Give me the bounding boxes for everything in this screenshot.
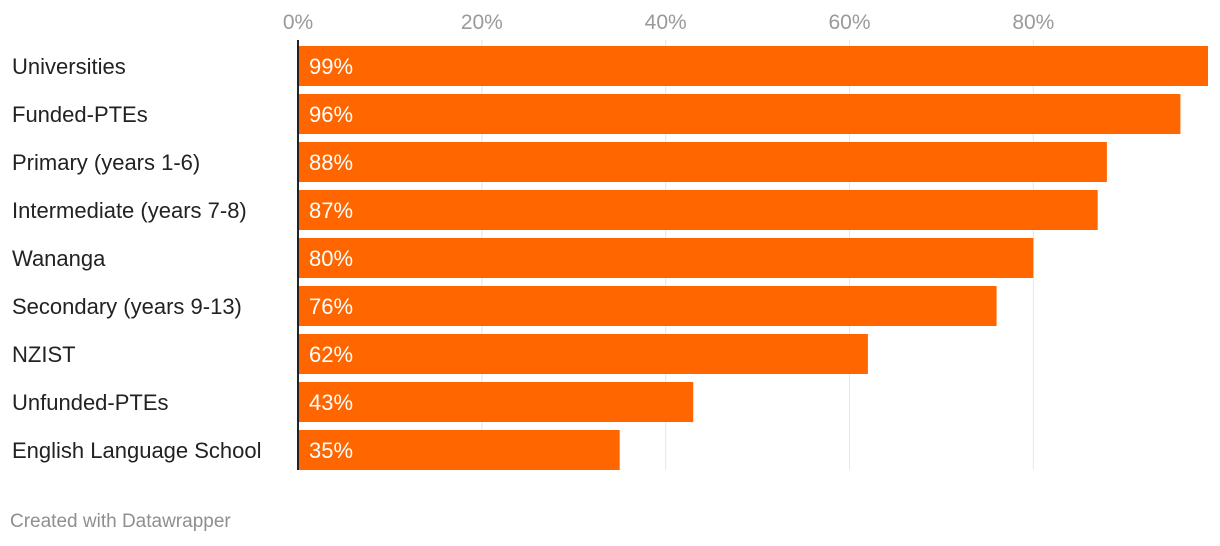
x-tick-label: 0% [283, 11, 313, 34]
x-tick-label: 40% [645, 11, 687, 34]
bar [298, 142, 1107, 182]
category-label: NZIST [12, 342, 76, 367]
bar [298, 430, 620, 470]
category-label: Primary (years 1-6) [12, 150, 200, 175]
bar-value-label: 88% [309, 150, 353, 175]
bar-value-label: 35% [309, 438, 353, 463]
bar [298, 94, 1181, 134]
x-tick-label: 60% [828, 11, 870, 34]
category-label: Intermediate (years 7-8) [12, 198, 247, 223]
bar [298, 46, 1208, 86]
category-label: Wananga [12, 246, 106, 271]
bar-value-label: 99% [309, 54, 353, 79]
category-label: Universities [12, 54, 126, 79]
bar-value-label: 80% [309, 246, 353, 271]
x-tick-label: 80% [1012, 11, 1054, 34]
bar [298, 238, 1034, 278]
category-label: English Language School [12, 438, 262, 463]
bar-chart: 0% 20% 40% 60% 80% Universities 99% Funded-PTEs… [12, 11, 1208, 470]
bar-value-label: 87% [309, 198, 353, 223]
bar [298, 190, 1098, 230]
bar-value-label: 43% [309, 390, 353, 415]
bar [298, 334, 868, 374]
category-label: Secondary (years 9-13) [12, 294, 242, 319]
bar-value-label: 76% [309, 294, 353, 319]
bar [298, 286, 997, 326]
footer-credit: Created with Datawrapper [10, 511, 231, 532]
bar [298, 382, 694, 422]
bar-value-label: 96% [309, 102, 353, 127]
category-label: Funded-PTEs [12, 102, 148, 127]
x-tick-label: 20% [461, 11, 503, 34]
category-label: Unfunded-PTEs [12, 390, 169, 415]
bar-value-label: 62% [309, 342, 353, 367]
